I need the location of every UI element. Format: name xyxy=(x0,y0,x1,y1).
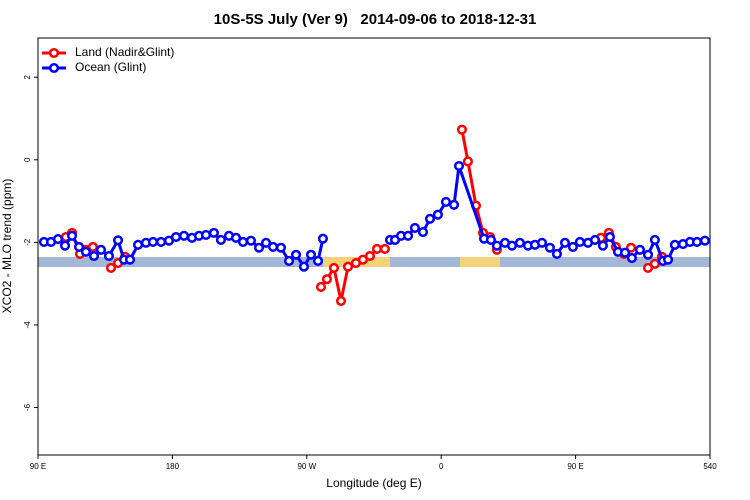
y-tick-label: -2 xyxy=(23,238,32,246)
data-point xyxy=(170,231,182,243)
data-point xyxy=(536,237,548,248)
data-point xyxy=(52,234,64,245)
data-point xyxy=(59,240,71,251)
data-point xyxy=(453,160,465,172)
data-point xyxy=(691,236,703,248)
data-point xyxy=(268,241,279,252)
data-point xyxy=(551,248,562,259)
data-point xyxy=(283,255,295,267)
data-point xyxy=(699,235,710,246)
x-tick-label: 90 E xyxy=(30,462,46,471)
data-point xyxy=(379,243,390,255)
data-point xyxy=(456,124,468,135)
data-point xyxy=(544,242,555,253)
data-point xyxy=(200,229,212,240)
data-point xyxy=(448,199,460,210)
legend-marker xyxy=(48,47,60,59)
data-point xyxy=(317,233,328,244)
data-point xyxy=(105,262,117,274)
series-line xyxy=(319,247,385,302)
data-point xyxy=(298,261,310,272)
data-point xyxy=(604,231,615,243)
data-point xyxy=(290,249,302,260)
data-point xyxy=(626,253,637,264)
x-tick-label: 90 W xyxy=(297,462,316,471)
data-point xyxy=(133,239,144,250)
data-point xyxy=(649,234,660,245)
data-point xyxy=(88,250,100,262)
data-point xyxy=(321,274,333,285)
data-point xyxy=(275,242,287,253)
chart-title: 10S-5S July (Ver 9) 2014-09-06 to 2018-1… xyxy=(214,11,537,28)
data-point xyxy=(642,262,654,274)
x-axis-label: Longitude (deg E) xyxy=(326,476,421,490)
y-axis-label: XCO2 - MLO trend (ppm) xyxy=(0,179,14,314)
data-point xyxy=(506,240,518,251)
data-point xyxy=(112,235,124,246)
data-point xyxy=(156,236,167,248)
data-point xyxy=(245,235,256,246)
data-point xyxy=(66,230,78,241)
data-point xyxy=(567,241,578,252)
data-point xyxy=(485,234,496,245)
data-point xyxy=(462,156,473,167)
legend-marker xyxy=(48,62,60,74)
data-point xyxy=(432,209,443,220)
data-point xyxy=(95,244,107,255)
data-point xyxy=(669,239,680,250)
y-tick-label: 0 xyxy=(23,157,32,162)
data-point xyxy=(312,255,324,267)
data-point xyxy=(649,258,660,269)
data-point xyxy=(364,250,376,262)
data-point xyxy=(625,242,637,253)
land-strip xyxy=(460,257,500,267)
data-point xyxy=(559,237,571,248)
data-point xyxy=(491,240,502,251)
data-point xyxy=(371,243,383,255)
data-point xyxy=(80,246,91,257)
data-point xyxy=(178,230,190,241)
data-point xyxy=(103,250,114,262)
data-point xyxy=(335,295,347,307)
y-tick-label: -6 xyxy=(23,403,32,411)
data-point xyxy=(328,262,340,274)
data-point xyxy=(87,241,99,252)
data-point xyxy=(634,244,646,255)
data-point xyxy=(124,254,136,265)
data-point xyxy=(230,232,242,243)
data-point xyxy=(215,234,226,245)
data-point xyxy=(440,196,452,207)
plot-frame xyxy=(37,37,711,456)
legend-label: Land (Nadir&Glint) xyxy=(75,45,174,59)
data-point xyxy=(402,230,414,241)
legend-label: Ocean (Glint) xyxy=(75,60,146,74)
data-point xyxy=(662,254,674,265)
data-point xyxy=(253,242,265,253)
data-point xyxy=(424,213,436,224)
data-point xyxy=(574,236,585,248)
x-tick-label: 180 xyxy=(166,462,180,471)
data-point xyxy=(514,237,525,248)
data-point xyxy=(342,261,354,272)
data-point xyxy=(208,227,219,238)
data-point xyxy=(409,222,420,233)
data-point xyxy=(260,237,272,248)
data-point xyxy=(417,226,429,238)
data-point xyxy=(315,281,327,293)
data-point xyxy=(589,234,601,245)
y-tick-label: 2 xyxy=(23,74,32,79)
data-point xyxy=(74,241,85,252)
data-point xyxy=(237,236,249,248)
x-tick-label: 90 E xyxy=(567,462,583,471)
data-point xyxy=(597,240,608,251)
data-point xyxy=(619,247,631,258)
x-tick-label: 0 xyxy=(439,462,444,471)
data-point xyxy=(642,249,654,260)
x-tick-label: 540 xyxy=(703,462,717,471)
y-tick-label: -4 xyxy=(23,321,32,329)
data-point xyxy=(147,236,159,248)
data-point xyxy=(305,249,317,260)
